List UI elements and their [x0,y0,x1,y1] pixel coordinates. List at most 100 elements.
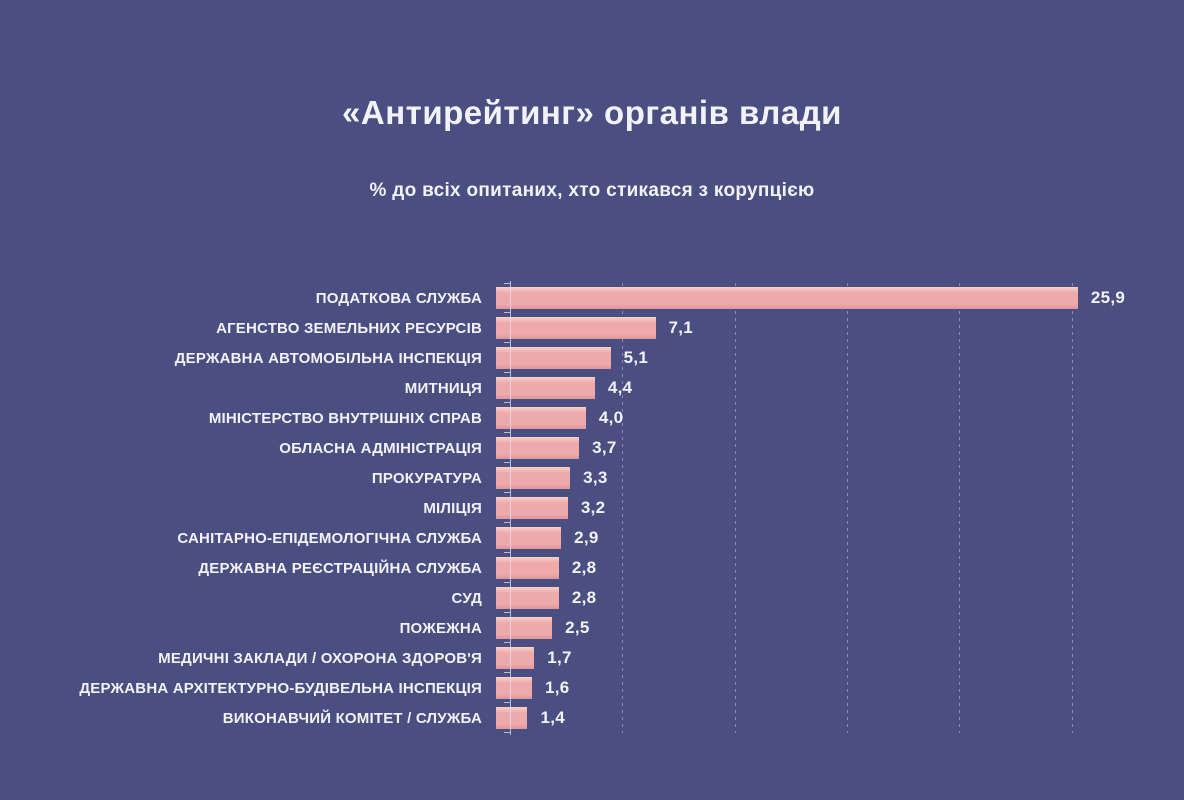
bar-area: 2,5 [496,617,1170,639]
bar-rows: ПОДАТКОВА СЛУЖБА 25,9 АГЕНСТВО ЗЕМЕЛЬНИХ Р… [0,283,1184,733]
value-label: 2,8 [571,558,597,577]
axis-tick [504,492,510,493]
category-label: ПОДАТКОВА СЛУЖБА [315,289,482,307]
value-label: 4,4 [607,378,633,397]
bar-row: МІНІСТЕРСТВО ВНУТРІШНІХ СПРАВ 4,0 [0,403,1184,433]
value-label: 7,1 [668,318,694,337]
axis-tick [504,283,510,284]
bar-row: ДЕРЖАВНА АВТОМОБІЛЬНА ІНСПЕКЦІЯ 5,1 [0,343,1184,373]
category-label: МЕДИЧНІ ЗАКЛАДИ / ОХОРОНА ЗДОРОВ'Я [158,649,482,667]
bar-row: ДЕРЖАВНА РЕЄСТРАЦІЙНА СЛУЖБА 2,8 [0,553,1184,583]
category-label: ДЕРЖАВНА РЕЄСТРАЦІЙНА СЛУЖБА [198,559,482,577]
bar [496,587,559,609]
chart-subtitle: % до всіх опитаних, хто стикався з коруп… [369,180,815,201]
bar-area: 1,7 [496,647,1170,669]
axis-tick [504,522,510,523]
bar [496,497,568,519]
bar-area: 1,4 [496,707,1170,729]
axis-tick [504,582,510,583]
category-label: АГЕНСТВО ЗЕМЕЛЬНИХ РЕСУРСІВ [216,319,482,337]
bar [496,407,586,429]
value-label: 1,6 [544,678,570,697]
value-label: 2,9 [574,528,599,547]
bar-area: 3,7 [496,437,1170,459]
value-label: 3,3 [583,468,608,487]
bar-area: 1,6 [496,677,1170,699]
category-label: МИТНИЦЯ [404,379,482,397]
bar-row: АГЕНСТВО ЗЕМЕЛЬНИХ РЕСУРСІВ 7,1 [0,313,1184,343]
axis-tick [504,732,510,733]
bar-row: ОБЛАСНА АДМІНІСТРАЦІЯ 3,7 [0,433,1184,463]
bar-row: ПОЖЕЖНА 2,5 [0,613,1184,643]
category-label: СУД [451,589,482,607]
category-label: САНІТАРНО-ЕПІДЕМОЛОГІЧНА СЛУЖБА [177,529,482,547]
category-label: ДЕРЖАВНА АРХІТЕКТУРНО-БУДІВЕЛЬНА ІНСПЕКЦ… [79,679,482,697]
axis-tick [504,612,510,613]
gridline [847,283,848,733]
bar-row: СУД 2,8 [0,583,1184,613]
axis-tick [504,672,510,673]
axis-tick [504,642,510,643]
bar [496,527,562,549]
bar-row: САНІТАРНО-ЕПІДЕМОЛОГІЧНА СЛУЖБА 2,9 [0,523,1184,553]
gridline [622,283,624,733]
bar-area: 4,4 [496,377,1170,399]
axis-tick [504,432,510,433]
axis-tick [504,312,510,313]
bar-row: ДЕРЖАВНА АРХІТЕКТУРНО-БУДІВЕЛЬНА ІНСПЕКЦ… [0,673,1184,703]
category-label: ВИКОНАВЧИЙ КОМІТЕТ / СЛУЖБА [222,709,482,727]
bar [496,467,571,489]
axis-tick [504,702,510,703]
axis-tick [504,402,510,403]
value-label: 2,5 [565,618,590,637]
axis-tick [504,372,510,373]
category-label: МІЛІЦІЯ [423,499,482,517]
value-label: 3,2 [580,498,606,517]
bar [496,617,553,639]
value-label: 25,9 [1090,288,1126,307]
bar-area: 2,9 [496,527,1170,549]
bar-row: МИТНИЦЯ 4,4 [0,373,1184,403]
bar-area: 3,2 [496,497,1170,519]
bar-area: 3,3 [496,467,1170,489]
axis-tick [504,552,510,553]
bar-chart: ПОДАТКОВА СЛУЖБА 25,9 АГЕНСТВО ЗЕМЕЛЬНИХ Р… [0,281,1184,735]
category-label: ПРОКУРАТУРА [371,469,482,487]
bar-row: МІЛІЦІЯ 3,2 [0,493,1184,523]
category-label: ОБЛАСНА АДМІНІСТРАЦІЯ [279,439,482,457]
gridlines [510,283,1184,733]
value-label: 3,7 [592,438,617,457]
value-label: 1,7 [547,648,572,667]
bar [496,557,559,579]
bar [496,287,1078,309]
bar-area: 2,8 [496,557,1170,579]
bar [496,347,611,369]
bar-area: 4,0 [496,407,1170,429]
bar [496,437,580,459]
chart-title: «Антирейтинг» органів влади [342,94,842,131]
bar-area: 5,1 [496,347,1170,369]
bar [496,677,532,699]
bar [496,317,656,339]
bar [496,647,535,669]
axis-tick [504,342,510,343]
bar-row: ВИКОНАВЧИЙ КОМІТЕТ / СЛУЖБА 1,4 [0,703,1184,733]
value-label: 4,0 [598,408,624,427]
category-label: МІНІСТЕРСТВО ВНУТРІШНІХ СПРАВ [208,409,482,427]
bar-row: ПРОКУРАТУРА 3,3 [0,463,1184,493]
bar-area: 25,9 [496,287,1170,309]
bar-row: МЕДИЧНІ ЗАКЛАДИ / ОХОРОНА ЗДОРОВ'Я 1,7 [0,643,1184,673]
bar-row: ПОДАТКОВА СЛУЖБА 25,9 [0,283,1184,313]
value-label: 5,1 [623,348,649,367]
bar [496,707,528,729]
value-label: 2,8 [571,588,597,607]
value-label: 1,4 [540,708,565,727]
gridline [959,283,961,733]
bar-area: 7,1 [496,317,1170,339]
category-label: ДЕРЖАВНА АВТОМОБІЛЬНА ІНСПЕКЦІЯ [174,349,482,367]
gridline [734,283,736,733]
axis-tick [504,462,510,463]
y-axis-line [510,281,511,735]
bar [496,377,595,399]
category-label: ПОЖЕЖНА [399,619,482,637]
